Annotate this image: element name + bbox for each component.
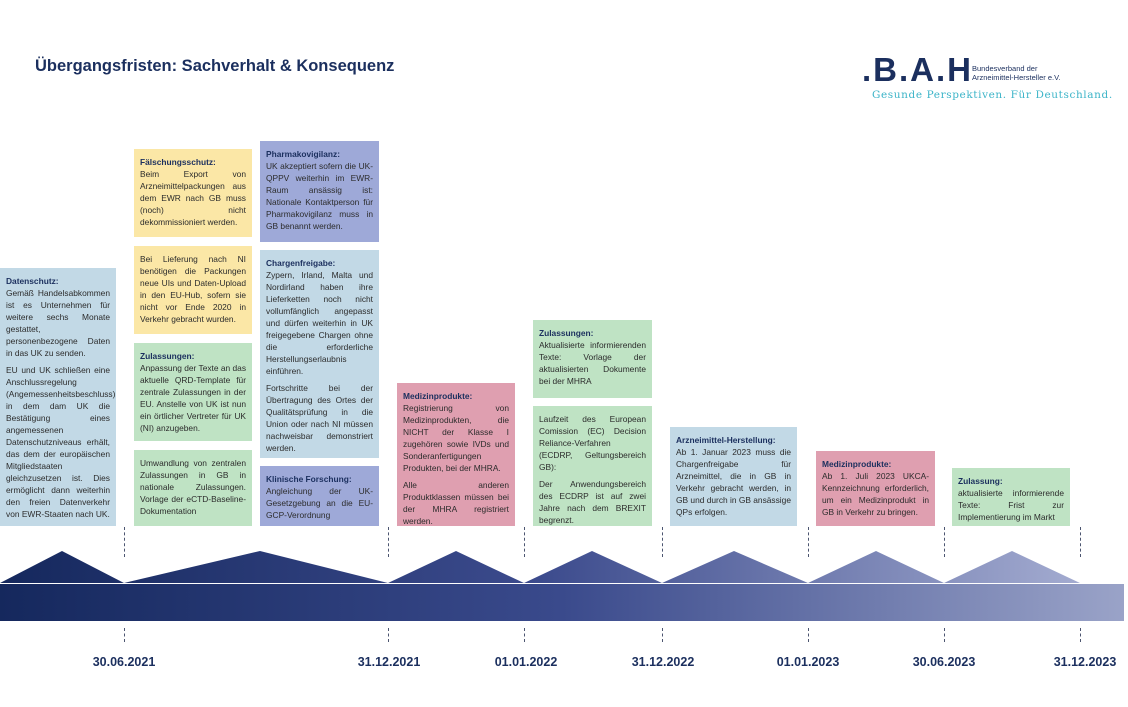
divider (524, 628, 525, 642)
page-title: Übergangsfristen: Sachverhalt & Konseque… (35, 57, 395, 75)
logo-organisation: Bundesverband der Arzneimittel-Herstelle… (972, 64, 1082, 82)
divider (808, 628, 809, 642)
box-medizinprodukte-2022: Medizinprodukte: Registrierung von Mediz… (397, 383, 515, 526)
box-text: EU und UK schließen eine Anschlussregelu… (6, 365, 116, 519)
box-arzneimittel-herstellung: Arzneimittel-Herstellung: Ab 1. Januar 2… (670, 427, 797, 526)
box-text: UK akzeptiert sofern die UK-QPPV weiterh… (266, 161, 373, 231)
timeline-date: 30.06.2023 (912, 655, 976, 669)
box-heading: Klinische Forschung: (266, 474, 352, 484)
divider (1080, 628, 1081, 642)
divider (388, 527, 389, 557)
box-heading: Medizinprodukte: (403, 391, 473, 401)
box-chargenfreigabe: Chargenfreigabe: Zypern, Irland, Malta u… (260, 250, 379, 458)
timeline-date: 31.12.2021 (357, 655, 421, 669)
box-heading: Zulassungen: (140, 351, 195, 361)
box-text: Registrierung von Medizinprodukten, die … (403, 403, 509, 473)
box-umwandlung: Umwandlung von zentralen Zulassungen in … (134, 450, 252, 526)
timeline-graphic (0, 551, 1124, 621)
box-medizinprodukte-2023: Medizinprodukte: Ab 1. Juli 2023 UKCA-Ke… (816, 451, 935, 526)
box-zulassung-2023: Zulassung: aktualisierte informierende T… (952, 468, 1070, 526)
timeline-date: 30.06.2021 (92, 655, 156, 669)
logo-org-line2: Arzneimittel-Hersteller e.V. (972, 73, 1061, 82)
box-heading: Arzneimittel-Herstellung: (676, 435, 776, 445)
divider (388, 628, 389, 642)
box-heading: Fälschungsschutz: (140, 157, 216, 167)
box-text: Alle anderen Produktklassen müssen bei d… (403, 480, 509, 526)
divider (662, 628, 663, 642)
box-heading: Pharmakovigilanz: (266, 149, 341, 159)
box-zulassungen-2021: Zulassungen: Anpassung der Texte an das … (134, 343, 252, 441)
divider (944, 628, 945, 642)
box-datenschutz: Datenschutz: Gemäß Handelsabkommen ist e… (0, 268, 116, 526)
box-lieferung-ni: Bei Lieferung nach NI benötigen die Pack… (134, 246, 252, 334)
box-faelschungsschutz: Fälschungsschutz: Beim Export von Arznei… (134, 149, 252, 237)
box-text: Beim Export von Arzneimittelpackungen au… (140, 169, 246, 227)
box-text: aktualisierte informierende Texte: Frist… (958, 488, 1064, 522)
bah-logo: .B.A.H Bundesverband der Arzneimittel-He… (862, 51, 1112, 104)
divider (124, 527, 125, 557)
divider (662, 527, 663, 557)
logo-claim: Gesunde Perspektiven. Für Deutschland. (872, 89, 1113, 101)
timeline-date: 31.12.2023 (1053, 655, 1117, 669)
logo-org-line1: Bundesverband der (972, 64, 1038, 73)
timeline-bar (0, 584, 1124, 621)
box-pharmakovigilanz: Pharmakovigilanz: UK akzeptiert sofern d… (260, 141, 379, 242)
box-text: Der Anwendungsbereich des ECDRP ist auf … (539, 479, 646, 525)
box-text: Ab 1. Juli 2023 UKCA-Kennzeichnung erfor… (822, 471, 929, 517)
divider (808, 527, 809, 557)
box-text: Bei Lieferung nach NI benötigen die Pack… (140, 254, 246, 324)
box-text: Fortschritte bei der Übertragung des Ort… (266, 383, 373, 453)
box-klinische-forschung: Klinische Forschung: Angleichung der UK-… (260, 466, 379, 526)
box-text: Angleichung der UK-Gesetzgebung an die E… (266, 486, 373, 520)
box-text: Anpassung der Texte an das aktuelle QRD-… (140, 363, 247, 433)
box-heading: Chargenfreigabe: (266, 258, 336, 268)
timeline-date: 01.01.2023 (776, 655, 840, 669)
box-text: Zypern, Irland, Malta und Nordirland hab… (266, 270, 373, 376)
box-heading: Zulassung: (958, 476, 1003, 486)
divider (944, 527, 945, 557)
box-heading: Datenschutz: (6, 276, 59, 286)
timeline-waves (0, 551, 1080, 583)
box-text: Gemäß Handelsabkommen ist es Unternehmen… (6, 288, 110, 358)
box-ecdrp: Laufzeit des European Comission (EC) Dec… (533, 406, 652, 526)
box-text: Umwandlung von zentralen Zulassungen in … (140, 458, 246, 516)
box-text: Laufzeit des European Comission (EC) Dec… (539, 414, 646, 472)
logo-mark: .B.A.H (862, 51, 973, 88)
timeline-date: 31.12.2022 (631, 655, 695, 669)
timeline-date: 01.01.2022 (494, 655, 558, 669)
divider (524, 527, 525, 557)
divider (1080, 527, 1081, 557)
divider (124, 628, 125, 642)
box-text: Ab 1. Januar 2023 muss die Chargenfreiga… (676, 447, 791, 517)
box-heading: Zulassungen: (539, 328, 594, 338)
box-heading: Medizinprodukte: (822, 459, 892, 469)
box-text: Aktualisierte informierenden Texte: Vorl… (539, 340, 646, 386)
box-zulassungen-2022: Zulassungen: Aktualisierte informierende… (533, 320, 652, 398)
